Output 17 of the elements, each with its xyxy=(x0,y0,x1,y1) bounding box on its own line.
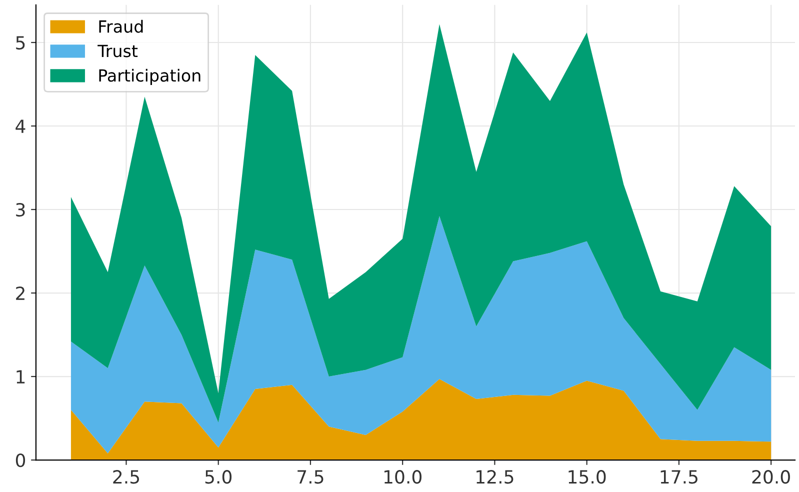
x-tick-label: 15.0 xyxy=(568,470,606,484)
x-tick-label: 5.0 xyxy=(205,470,232,484)
x-tick-label: 7.5 xyxy=(298,470,324,484)
y-tick-label: 2 xyxy=(16,286,24,300)
x-tick-label: 17.5 xyxy=(660,470,698,484)
x-tick-label: 12.5 xyxy=(476,470,514,484)
x-tick-label: 10.0 xyxy=(384,470,422,484)
y-tick-label: 0 xyxy=(16,453,26,468)
y-tick-label: 1 xyxy=(16,370,25,384)
x-tick-label: 20.0 xyxy=(752,470,790,484)
legend-label: Fraud xyxy=(99,20,143,33)
legend-label: Trust xyxy=(98,44,138,58)
y-tick-label: 3 xyxy=(16,202,25,217)
legend-label: Participation xyxy=(99,68,200,85)
x-tick-label: 2.5 xyxy=(113,470,140,484)
y-tick-label: 4 xyxy=(16,120,26,133)
y-tick-label: 5 xyxy=(16,36,25,50)
